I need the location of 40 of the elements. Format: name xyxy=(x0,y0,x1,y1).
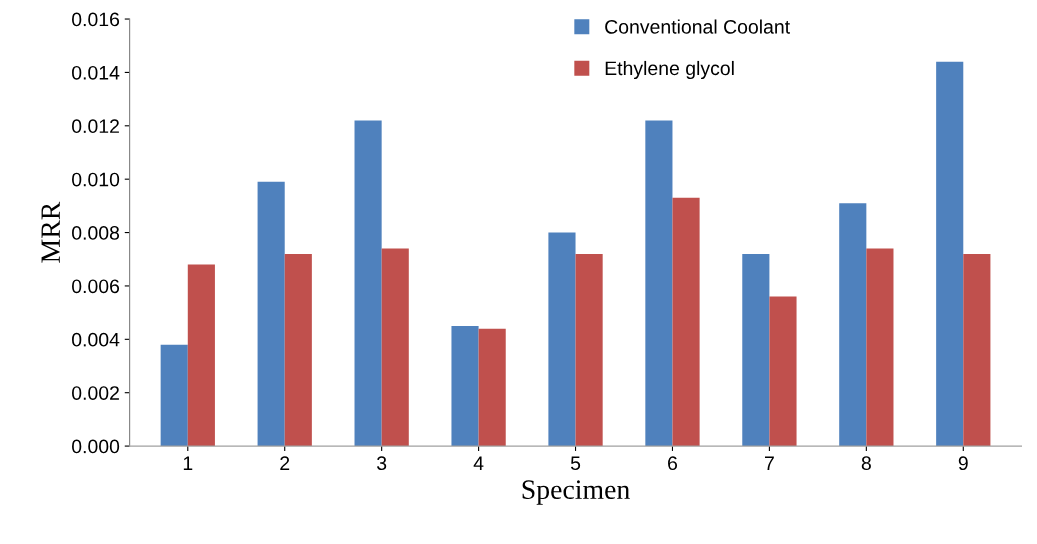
x-tick-label: 8 xyxy=(861,456,871,471)
x-axis-title: Specimen xyxy=(522,480,630,505)
bar xyxy=(187,264,215,447)
bar xyxy=(257,181,285,447)
y-tick-label: 0.012 xyxy=(72,119,119,134)
x-tick-label: 2 xyxy=(280,456,290,470)
bar xyxy=(478,328,506,447)
bar xyxy=(451,325,479,447)
bar xyxy=(354,120,382,447)
bar xyxy=(839,203,867,447)
y-tick-label: 0.008 xyxy=(72,226,120,240)
bar xyxy=(645,120,673,447)
legend-label: Ethylene glycol xyxy=(605,60,734,80)
x-tick-label: 3 xyxy=(377,456,387,471)
x-tick-label: 4 xyxy=(473,456,484,470)
bar xyxy=(381,248,409,447)
y-tick-label: 0.000 xyxy=(72,439,120,454)
bar xyxy=(963,253,991,447)
y-tick-label: 0.014 xyxy=(72,65,120,80)
bar xyxy=(160,344,188,447)
legend-label: Conventional Coolant xyxy=(605,19,790,34)
y-tick-label: 0.016 xyxy=(72,12,120,27)
y-tick-label: 0.006 xyxy=(72,279,120,294)
y-axis-title: MRR xyxy=(41,201,60,263)
bar xyxy=(548,232,576,447)
bar xyxy=(672,197,700,447)
bar xyxy=(575,253,603,447)
y-tick-label: 0.002 xyxy=(72,386,119,400)
bar xyxy=(284,253,312,447)
bar xyxy=(769,296,797,447)
y-tick-label: 0.004 xyxy=(72,332,120,347)
bar xyxy=(936,61,964,447)
bar xyxy=(742,253,770,447)
x-tick-label: 5 xyxy=(570,456,581,471)
y-tick-label: 0.010 xyxy=(72,172,120,187)
bar xyxy=(866,248,894,447)
x-tick-label: 1 xyxy=(183,456,193,470)
x-tick-label: 6 xyxy=(668,456,678,471)
x-tick-label: 9 xyxy=(958,456,968,471)
x-tick-label: 7 xyxy=(765,456,774,470)
